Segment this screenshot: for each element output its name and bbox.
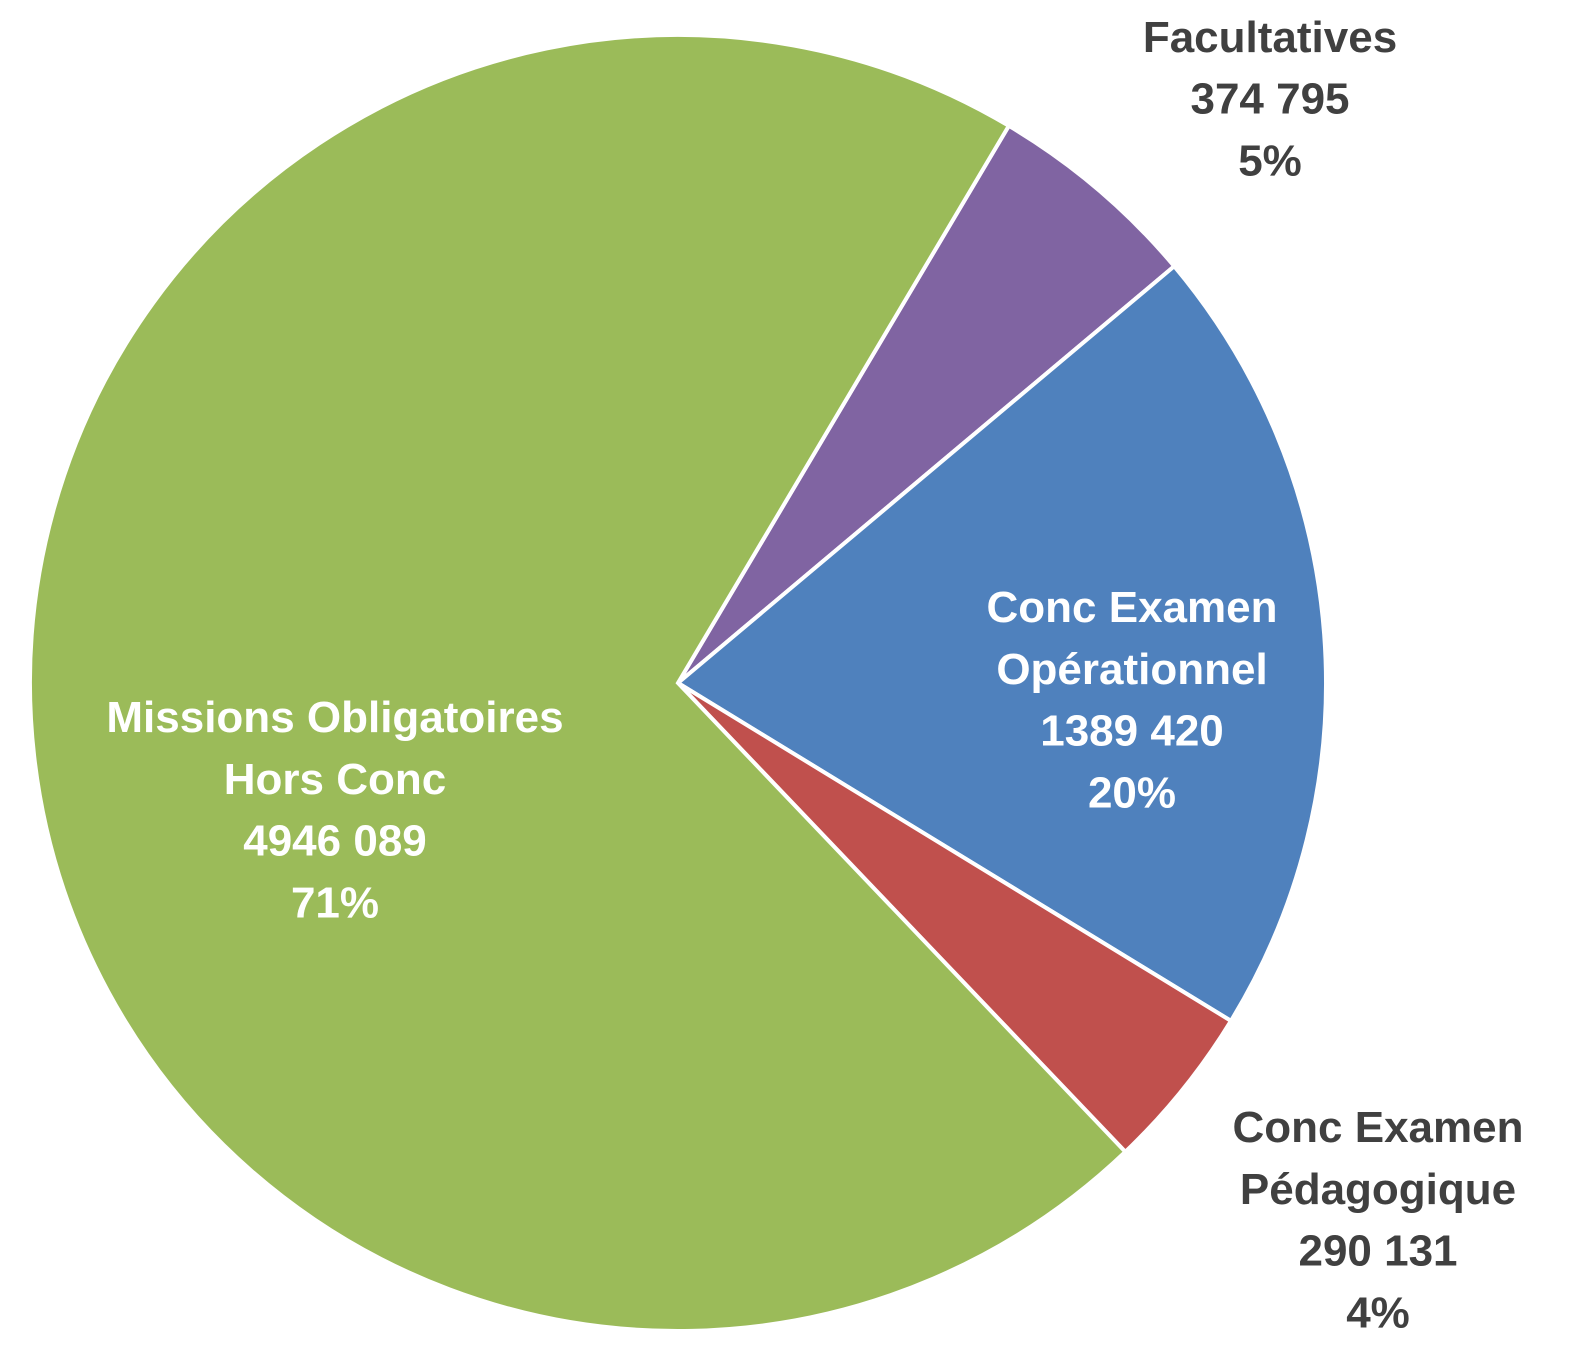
category-line: Pédagogique xyxy=(1240,1165,1516,1214)
category-line: Conc Examen xyxy=(987,583,1278,632)
category-line: Facultatives xyxy=(1143,13,1397,62)
slice-label: Conc Examen Pédagogique 290 131 4% xyxy=(1233,1103,1524,1338)
pie-slice xyxy=(676,123,1178,685)
percent-label: 5% xyxy=(1238,137,1302,186)
percent-label: 4% xyxy=(1346,1289,1410,1338)
category-label: Conc Examen Pédagogique xyxy=(1233,1103,1524,1214)
pie-slice xyxy=(674,263,1328,1024)
value-label: 1389 420 xyxy=(1040,707,1224,756)
percent-label: 20% xyxy=(1088,769,1176,818)
value-label: 290 131 xyxy=(1298,1227,1457,1276)
category-line: Conc Examen xyxy=(1233,1103,1524,1152)
slice-label: Facultatives 374 795 5% xyxy=(1143,13,1397,186)
value-label: 374 795 xyxy=(1190,75,1349,124)
category-line: Missions Obligatoires xyxy=(106,693,563,742)
pie-slice xyxy=(28,33,1129,1333)
category-label: Conc Examen Opérationnel xyxy=(987,583,1278,694)
percent-label: 71% xyxy=(291,879,379,928)
slice-label: Missions Obligatoires Hors Conc 4946 089 71… xyxy=(106,693,563,928)
category-line: Opérationnel xyxy=(996,645,1267,694)
category-label: Facultatives xyxy=(1143,13,1397,62)
slice-label: Conc Examen Opérationnel 1389 420 20% xyxy=(987,583,1278,818)
category-label: Missions Obligatoires Hors Conc xyxy=(106,693,563,804)
category-line: Hors Conc xyxy=(224,755,446,804)
value-label: 4946 089 xyxy=(243,817,427,866)
